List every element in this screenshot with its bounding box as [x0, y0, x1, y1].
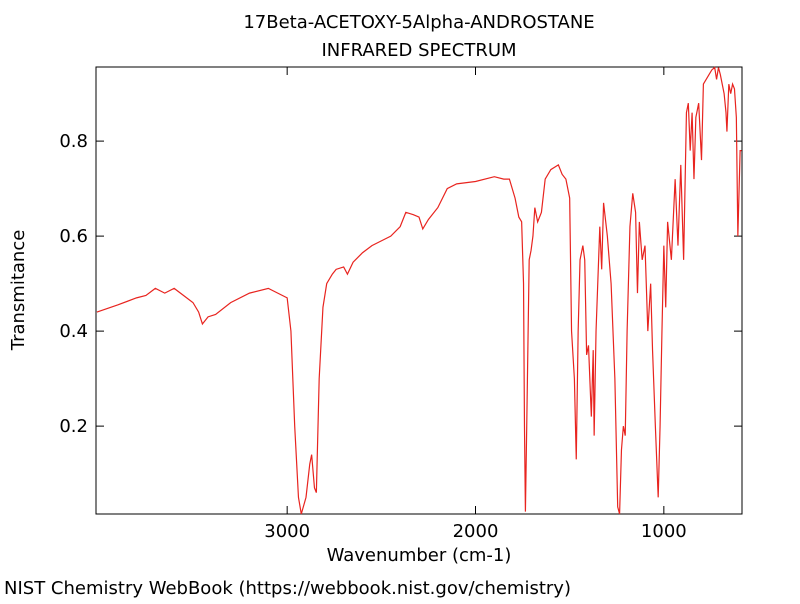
y-tick-label: 0.4 [59, 321, 88, 342]
footer: NIST Chemistry WebBook (https://webbook.… [4, 578, 571, 599]
chart-title: 17Beta-ACETOXY-5Alpha-ANDROSTANE [243, 12, 594, 33]
spectrum-line [96, 66, 742, 515]
y-tick-label: 0.8 [59, 131, 88, 152]
x-tick-label: 3000 [264, 521, 310, 542]
y-tick-label: 0.6 [59, 226, 88, 247]
x-tick-label: 2000 [453, 521, 499, 542]
y-axis-label: Transmitance [8, 230, 29, 352]
y-tick-label: 0.2 [59, 416, 88, 437]
plot-frame [95, 66, 743, 515]
chart-subtitle: INFRARED SPECTRUM [321, 40, 516, 61]
x-tick-label: 1000 [641, 521, 687, 542]
x-axis-label: Wavenumber (cm-1) [327, 545, 512, 566]
